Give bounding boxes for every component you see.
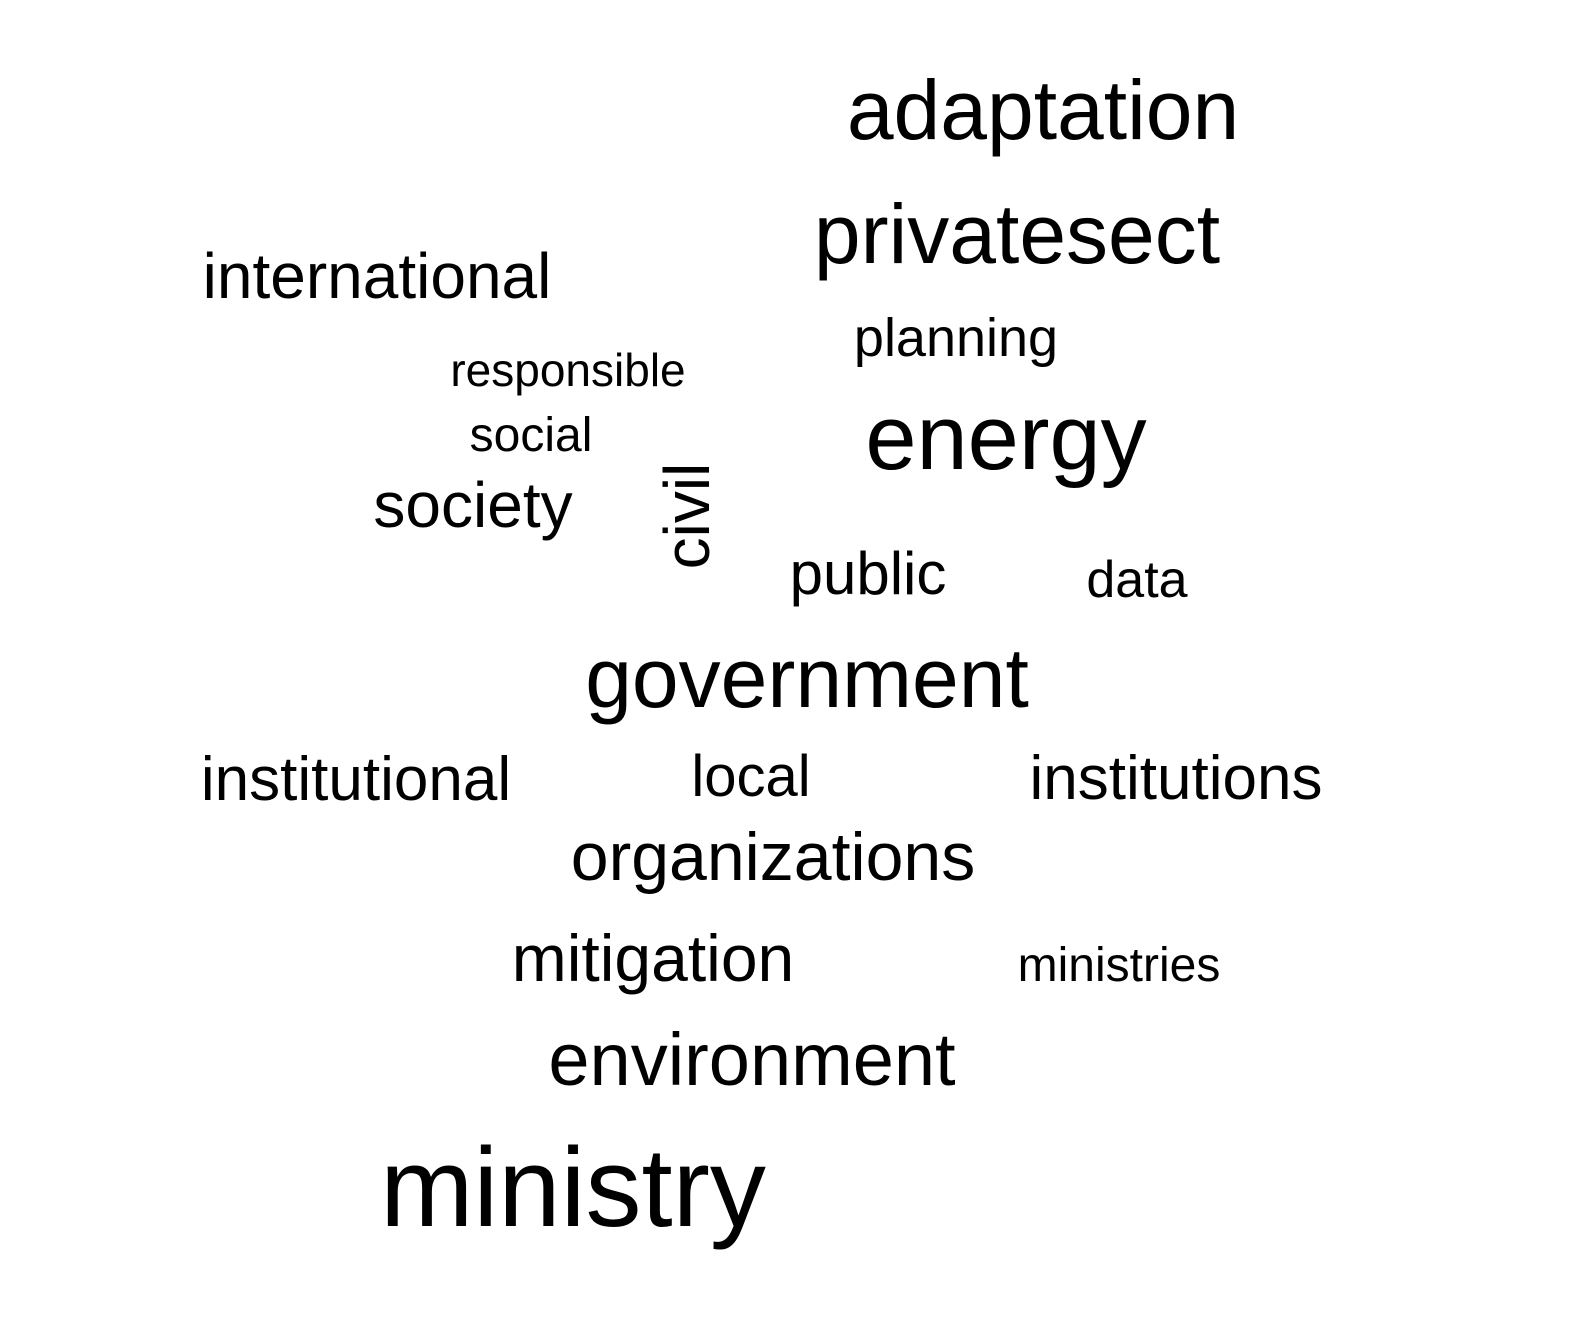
word-institutional: institutional xyxy=(200,745,512,814)
word-responsible: responsible xyxy=(450,344,686,396)
word-adaptation: adaptation xyxy=(846,63,1240,157)
word-social: social xyxy=(469,409,593,462)
word-energy: energy xyxy=(865,387,1147,489)
word-institutions: institutions xyxy=(1029,744,1323,813)
word-mitigation: mitigation xyxy=(511,921,795,995)
word-civil: civil xyxy=(651,462,723,570)
word-organizations: organizations xyxy=(570,819,976,895)
word-society: society xyxy=(373,469,573,541)
word-ministry: ministry xyxy=(380,1125,766,1250)
word-ministries: ministries xyxy=(1017,939,1221,992)
word-government: government xyxy=(585,631,1029,725)
word-public: public xyxy=(789,540,947,607)
word-privatesect: privatesect xyxy=(813,187,1221,281)
word-data: data xyxy=(1086,551,1188,609)
word-environment: environment xyxy=(548,1018,956,1101)
word-local: local xyxy=(691,744,811,809)
word-international: international xyxy=(202,240,552,312)
word-planning: planning xyxy=(853,308,1059,368)
